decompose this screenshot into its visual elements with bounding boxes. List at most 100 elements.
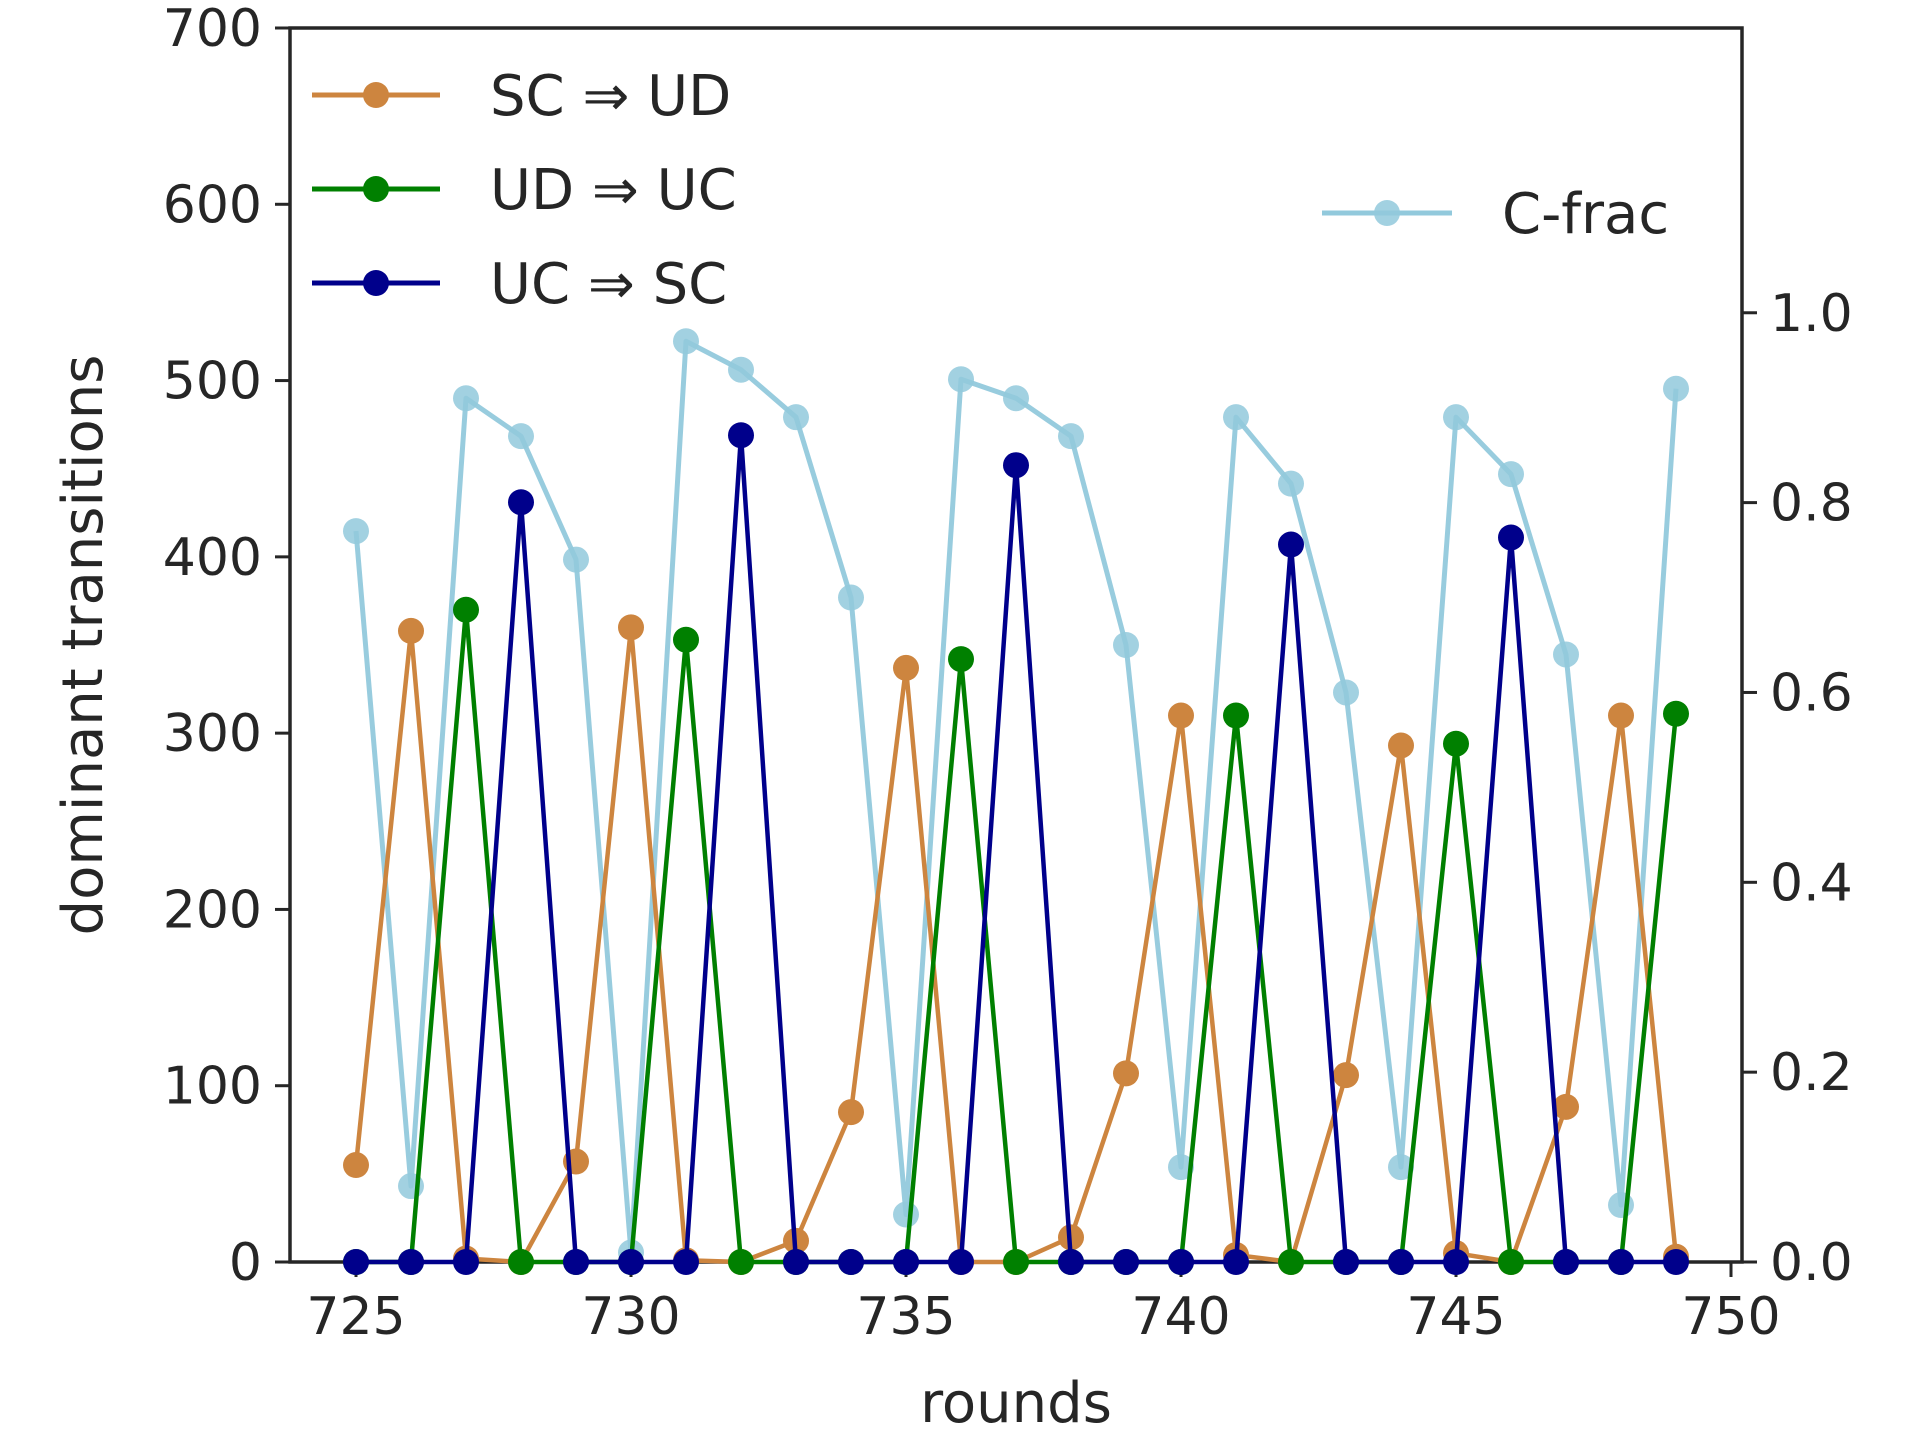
y-tick-label: 600 — [163, 175, 262, 235]
data-point — [618, 614, 644, 641]
series-layer — [343, 328, 1689, 1275]
data-point — [1223, 404, 1249, 431]
data-point — [1113, 1249, 1139, 1275]
data-point — [343, 518, 369, 545]
data-point — [1498, 1249, 1524, 1275]
data-point — [343, 1249, 369, 1275]
axes: 725 730 735 740 745 750 0 100 200 300 400 500 600 700… — [163, 0, 1853, 1347]
legend-label: UD ⇒ UC — [490, 158, 737, 223]
data-point — [1223, 702, 1249, 729]
data-point — [783, 404, 809, 431]
y-tick-label: 0 — [229, 1233, 262, 1293]
data-point — [1498, 461, 1524, 488]
x-tick-label: 750 — [1681, 1287, 1780, 1347]
data-point — [838, 1249, 864, 1275]
data-point — [453, 1249, 479, 1275]
data-point — [453, 385, 479, 412]
data-point — [948, 646, 974, 673]
data-point — [1003, 1249, 1029, 1275]
x-tick-label: 740 — [1131, 1287, 1230, 1347]
data-point — [1058, 423, 1084, 450]
data-point — [728, 1249, 754, 1275]
data-point — [398, 617, 424, 644]
series-2 — [343, 422, 1689, 1275]
series-3 — [343, 328, 1689, 1266]
series-0 — [343, 614, 1689, 1275]
data-point — [1443, 730, 1469, 757]
y-axis-label: dominant transitions — [51, 355, 116, 936]
data-point — [1333, 1249, 1359, 1275]
x-tick-label: 745 — [1406, 1287, 1505, 1347]
y-tick-label: 500 — [163, 352, 262, 412]
data-point — [1278, 1249, 1304, 1275]
data-point — [1663, 375, 1689, 402]
data-point — [1608, 702, 1634, 729]
x-tick-label: 725 — [306, 1287, 405, 1347]
data-point — [398, 1249, 424, 1275]
y-tick-label: 400 — [163, 528, 262, 588]
data-point — [1333, 679, 1359, 706]
data-point — [838, 584, 864, 611]
data-point — [893, 1249, 919, 1275]
y2-tick-label: 0.8 — [1770, 474, 1853, 534]
data-point — [563, 1249, 589, 1275]
data-point — [1278, 470, 1304, 497]
data-point — [1168, 1249, 1194, 1275]
data-point — [1443, 404, 1469, 431]
data-point — [1388, 1249, 1414, 1275]
data-point — [1388, 732, 1414, 759]
y2-tick-label: 0.2 — [1770, 1043, 1853, 1103]
series-line — [356, 432, 1676, 1265]
legend-marker — [1374, 200, 1400, 226]
data-point — [1553, 1093, 1579, 1120]
data-point — [1333, 1062, 1359, 1089]
data-point — [1278, 531, 1304, 558]
data-point — [1663, 1249, 1689, 1275]
data-point — [1003, 385, 1029, 412]
data-point — [1608, 1192, 1634, 1219]
legend-label: C-frac — [1502, 182, 1669, 247]
data-point — [783, 1249, 809, 1275]
x-tick-label: 735 — [856, 1287, 955, 1347]
data-point — [1443, 1249, 1469, 1275]
data-point — [1663, 700, 1689, 727]
y-tick-label: 700 — [163, 0, 262, 59]
data-point — [1223, 1249, 1249, 1275]
legend-label: UC ⇒ SC — [490, 252, 727, 317]
legend-marker — [363, 270, 389, 296]
data-point — [1553, 641, 1579, 668]
data-point — [1003, 452, 1029, 479]
data-point — [948, 366, 974, 393]
data-point — [1608, 1249, 1634, 1275]
y-tick-label: 300 — [163, 704, 262, 764]
data-point — [728, 356, 754, 383]
data-point — [1388, 1154, 1414, 1181]
data-point — [673, 1249, 699, 1275]
y-tick-label: 100 — [163, 1057, 262, 1117]
data-point — [1168, 702, 1194, 729]
data-point — [728, 422, 754, 449]
data-point — [1553, 1249, 1579, 1275]
data-point — [508, 423, 534, 450]
data-point — [508, 1249, 534, 1275]
data-point — [1058, 1249, 1084, 1275]
data-point — [838, 1099, 864, 1126]
x-tick-label: 730 — [581, 1287, 680, 1347]
y2-tick-label: 0.4 — [1770, 853, 1853, 913]
legend-marker — [363, 176, 389, 202]
legend-marker — [363, 82, 389, 108]
data-point — [673, 626, 699, 653]
data-point — [508, 489, 534, 516]
data-point — [1113, 1060, 1139, 1087]
data-point — [343, 1152, 369, 1179]
data-point — [673, 328, 699, 355]
y2-tick-label: 0.0 — [1770, 1233, 1853, 1293]
data-point — [948, 1249, 974, 1275]
y-tick-label: 200 — [163, 880, 262, 940]
y2-tick-label: 0.6 — [1770, 663, 1853, 723]
series-1 — [343, 596, 1689, 1275]
data-point — [893, 1201, 919, 1228]
legend-label: SC ⇒ UD — [490, 64, 731, 129]
legend: SC ⇒ UD UD ⇒ UC UC ⇒ SC C-frac — [312, 64, 1669, 317]
